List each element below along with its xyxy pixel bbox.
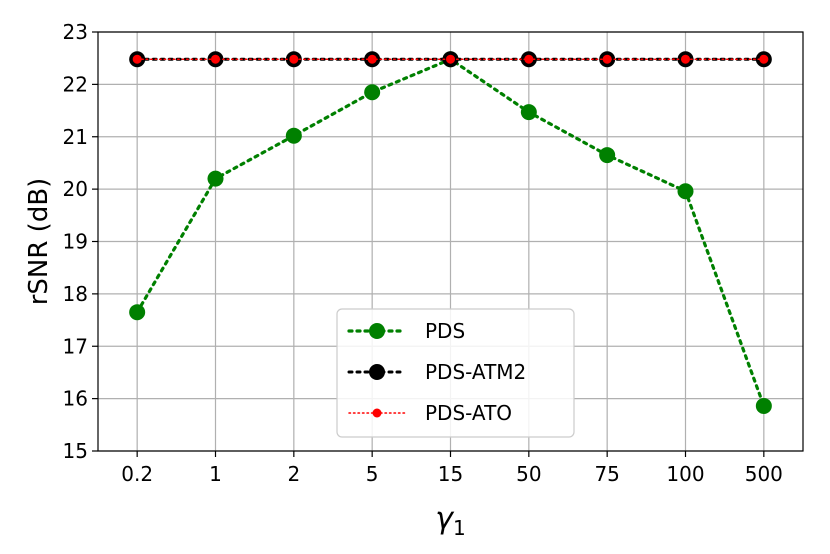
x-tick-label: 100 [666,462,704,486]
x-tick-label: 75 [594,462,619,486]
x-tick-label: 50 [516,462,541,486]
data-point [132,54,142,64]
legend-marker [369,364,385,380]
y-tick-label: 21 [63,125,88,149]
y-tick-label: 18 [63,282,88,306]
x-tick-label: 1 [209,462,222,486]
x-tick-label: 15 [438,462,463,486]
data-point [446,54,455,64]
series-pds-ato [132,54,769,64]
y-tick-label: 22 [63,72,88,96]
x-tick-label: 0.2 [121,462,153,486]
y-tick-label: 20 [63,177,88,201]
data-point [677,183,694,200]
legend-box [336,308,575,438]
y-tick-label: 17 [63,334,88,358]
data-point [602,54,612,64]
legend-label: PDS-ATO [425,401,512,425]
data-point [524,54,534,64]
data-point [367,54,377,64]
data-point [681,54,690,64]
data-point [520,104,537,121]
y-axis-label: rSNR (dB) [24,178,54,306]
legend-label: PDS-ATM2 [425,360,526,384]
data-point [599,147,616,164]
data-point [211,54,220,64]
legend: PDS PDS-ATM2 PDS-ATO [336,308,575,438]
legend-marker [369,323,385,339]
data-point [364,84,381,101]
x-tick-label: 2 [287,462,300,486]
legend-marker [372,408,382,418]
y-tick-label: 15 [63,439,88,463]
x-tick-label: 500 [745,462,783,486]
data-point [285,127,302,144]
x-axis-label-main: γ [435,501,455,536]
legend-entry: PDS-ATM2 [347,360,526,384]
y-tick-label: 23 [63,20,88,44]
x-axis-label-subscript: 1 [453,516,466,540]
y-tick-label: 16 [63,387,88,411]
data-point [759,54,769,64]
data-point [289,54,299,64]
y-tick-label: 19 [63,230,88,254]
legend-entry: PDS-ATO [348,401,512,425]
data-point [207,170,224,187]
x-axis-label: γ1 [435,501,466,540]
legend-label: PDS [425,319,465,343]
x-axis-ticks: 0.2 1 2 5 15 50 75 100 500 [121,451,783,486]
data-point [129,304,146,321]
legend-entry: PDS [347,319,465,343]
y-axis-ticks: 15 16 17 18 19 20 21 22 23 [63,20,98,463]
series-lines [129,51,772,414]
x-tick-label: 5 [366,462,379,486]
data-point [755,397,772,414]
